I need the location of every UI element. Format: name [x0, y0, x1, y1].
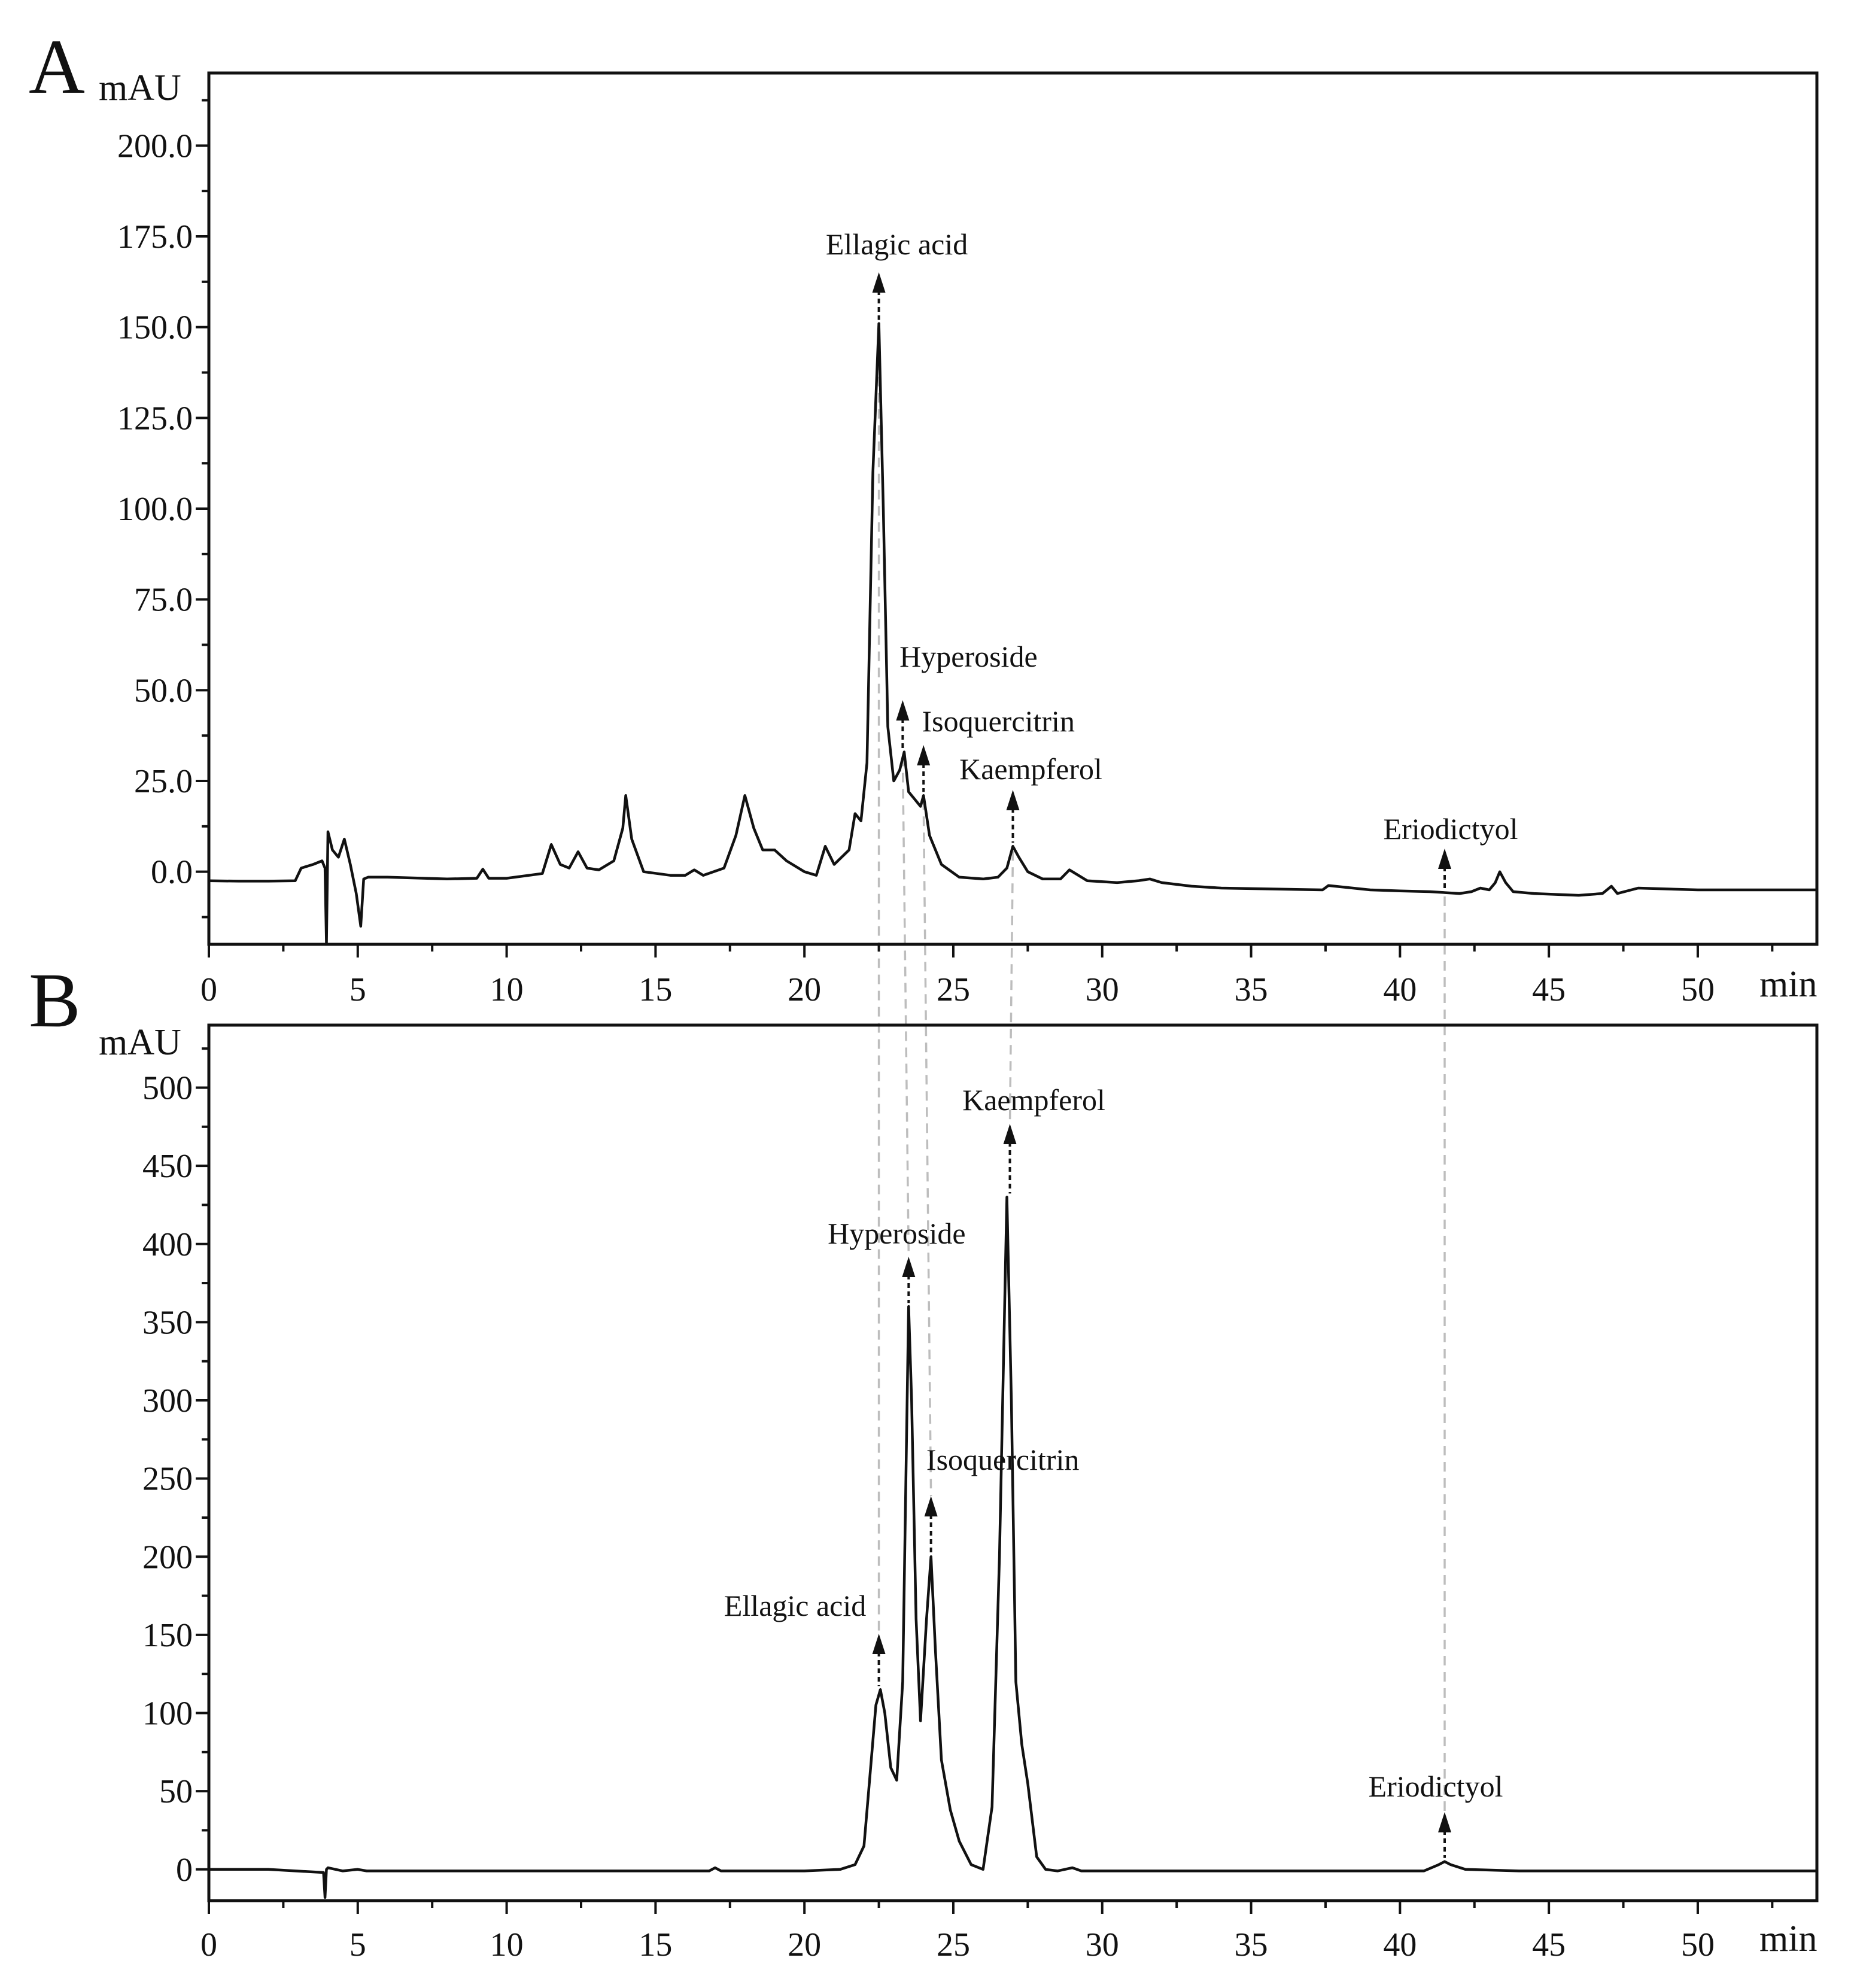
y-tick-label: 400: [142, 1226, 193, 1263]
retention-guide-line: [922, 800, 932, 1497]
y-tick-label: 500: [142, 1070, 193, 1107]
y-tick-label: 75.0: [134, 582, 193, 619]
x-tick-label: 40: [1383, 1926, 1417, 1963]
x-tick-label: 20: [788, 971, 821, 1008]
y-tick-label: 125.0: [117, 400, 193, 437]
plot-frame: [207, 71, 1819, 946]
peak-arrow-head: [917, 745, 931, 765]
x-tick-label: 35: [1235, 1926, 1268, 1963]
peak-arrow-head: [902, 1257, 916, 1277]
y-axis-unit-label: mAU: [99, 1022, 181, 1063]
y-tick-label: 200: [142, 1539, 193, 1576]
peak-arrow-head: [924, 1496, 938, 1516]
y-tick-label: 150: [142, 1617, 193, 1654]
retention-guide-lines: [877, 328, 1446, 1812]
x-tick-label: 20: [788, 1926, 821, 1963]
x-tick-label: 10: [490, 1926, 524, 1963]
y-tick-label: 450: [142, 1148, 193, 1185]
x-tick-label: 30: [1086, 971, 1119, 1008]
x-tick-label: 30: [1086, 1926, 1119, 1963]
peak-arrow-head: [1438, 849, 1452, 869]
x-tick-label: 45: [1532, 971, 1566, 1008]
x-tick-label: 5: [349, 971, 366, 1008]
x-tick-label: 5: [349, 1926, 366, 1963]
retention-guide-line: [901, 756, 910, 1257]
retention-guide-line: [1008, 851, 1014, 1124]
y-tick-label: 0: [176, 1852, 193, 1889]
peak-label: Hyperoside: [828, 1217, 966, 1250]
x-tick-label: 10: [490, 971, 524, 1008]
peak-label: Isoquercitrin: [922, 704, 1074, 738]
peak-label: Ellagic acid: [724, 1589, 866, 1622]
y-tick-label: 0.0: [151, 854, 193, 891]
x-tick-label: 50: [1681, 1926, 1715, 1963]
x-tick-label: 35: [1235, 971, 1268, 1008]
panel-letter: A: [29, 24, 85, 110]
peak-label: Isoquercitrin: [926, 1443, 1079, 1476]
y-tick-label: 250: [142, 1461, 193, 1498]
x-tick-label: 0: [200, 971, 217, 1008]
y-tick-label: 175.0: [117, 218, 193, 256]
y-axis-unit-label: mAU: [99, 68, 181, 108]
peak-label: Hyperoside: [899, 640, 1038, 673]
x-tick-label: 45: [1532, 1926, 1566, 1963]
peak-label: Eriodictyol: [1369, 1770, 1503, 1803]
y-tick-label: 350: [142, 1304, 193, 1341]
plot-frame: [207, 1023, 1819, 1902]
x-tick-label: 25: [937, 971, 970, 1008]
peak-label: Kaempferol: [959, 752, 1102, 786]
x-tick-label: 0: [200, 1926, 217, 1963]
y-tick-label: 200.0: [117, 127, 193, 165]
x-axis-unit-label: min: [1759, 964, 1817, 1005]
chromatogram-trace: [209, 1196, 1817, 1899]
peak-label: Ellagic acid: [826, 227, 968, 261]
y-tick-label: 50.0: [134, 672, 193, 709]
x-tick-label: 40: [1383, 971, 1417, 1008]
peak-arrow-head: [1003, 1124, 1017, 1144]
peak-arrow-head: [896, 700, 910, 721]
x-axis-unit-label: min: [1759, 1919, 1817, 1959]
peak-label: Kaempferol: [962, 1083, 1105, 1117]
peak-arrow-head: [872, 272, 886, 293]
x-tick-label: 15: [639, 1926, 672, 1963]
peak-label: Eriodictyol: [1384, 812, 1518, 846]
y-tick-label: 150.0: [117, 309, 193, 346]
y-tick-label: 100: [142, 1695, 193, 1732]
y-tick-label: 300: [142, 1382, 193, 1419]
peak-arrow-head: [1438, 1812, 1452, 1832]
y-tick-label: 50: [159, 1773, 193, 1810]
x-tick-label: 25: [937, 1926, 970, 1963]
y-tick-label: 25.0: [134, 763, 193, 800]
chromatogram-trace: [208, 322, 1817, 946]
x-tick-label: 15: [639, 971, 672, 1008]
peak-arrow-head: [872, 1634, 886, 1654]
y-tick-label: 100.0: [117, 491, 193, 528]
panel-letter: B: [29, 957, 81, 1044]
peak-arrow-head: [1006, 790, 1020, 810]
x-tick-label: 50: [1681, 971, 1715, 1008]
